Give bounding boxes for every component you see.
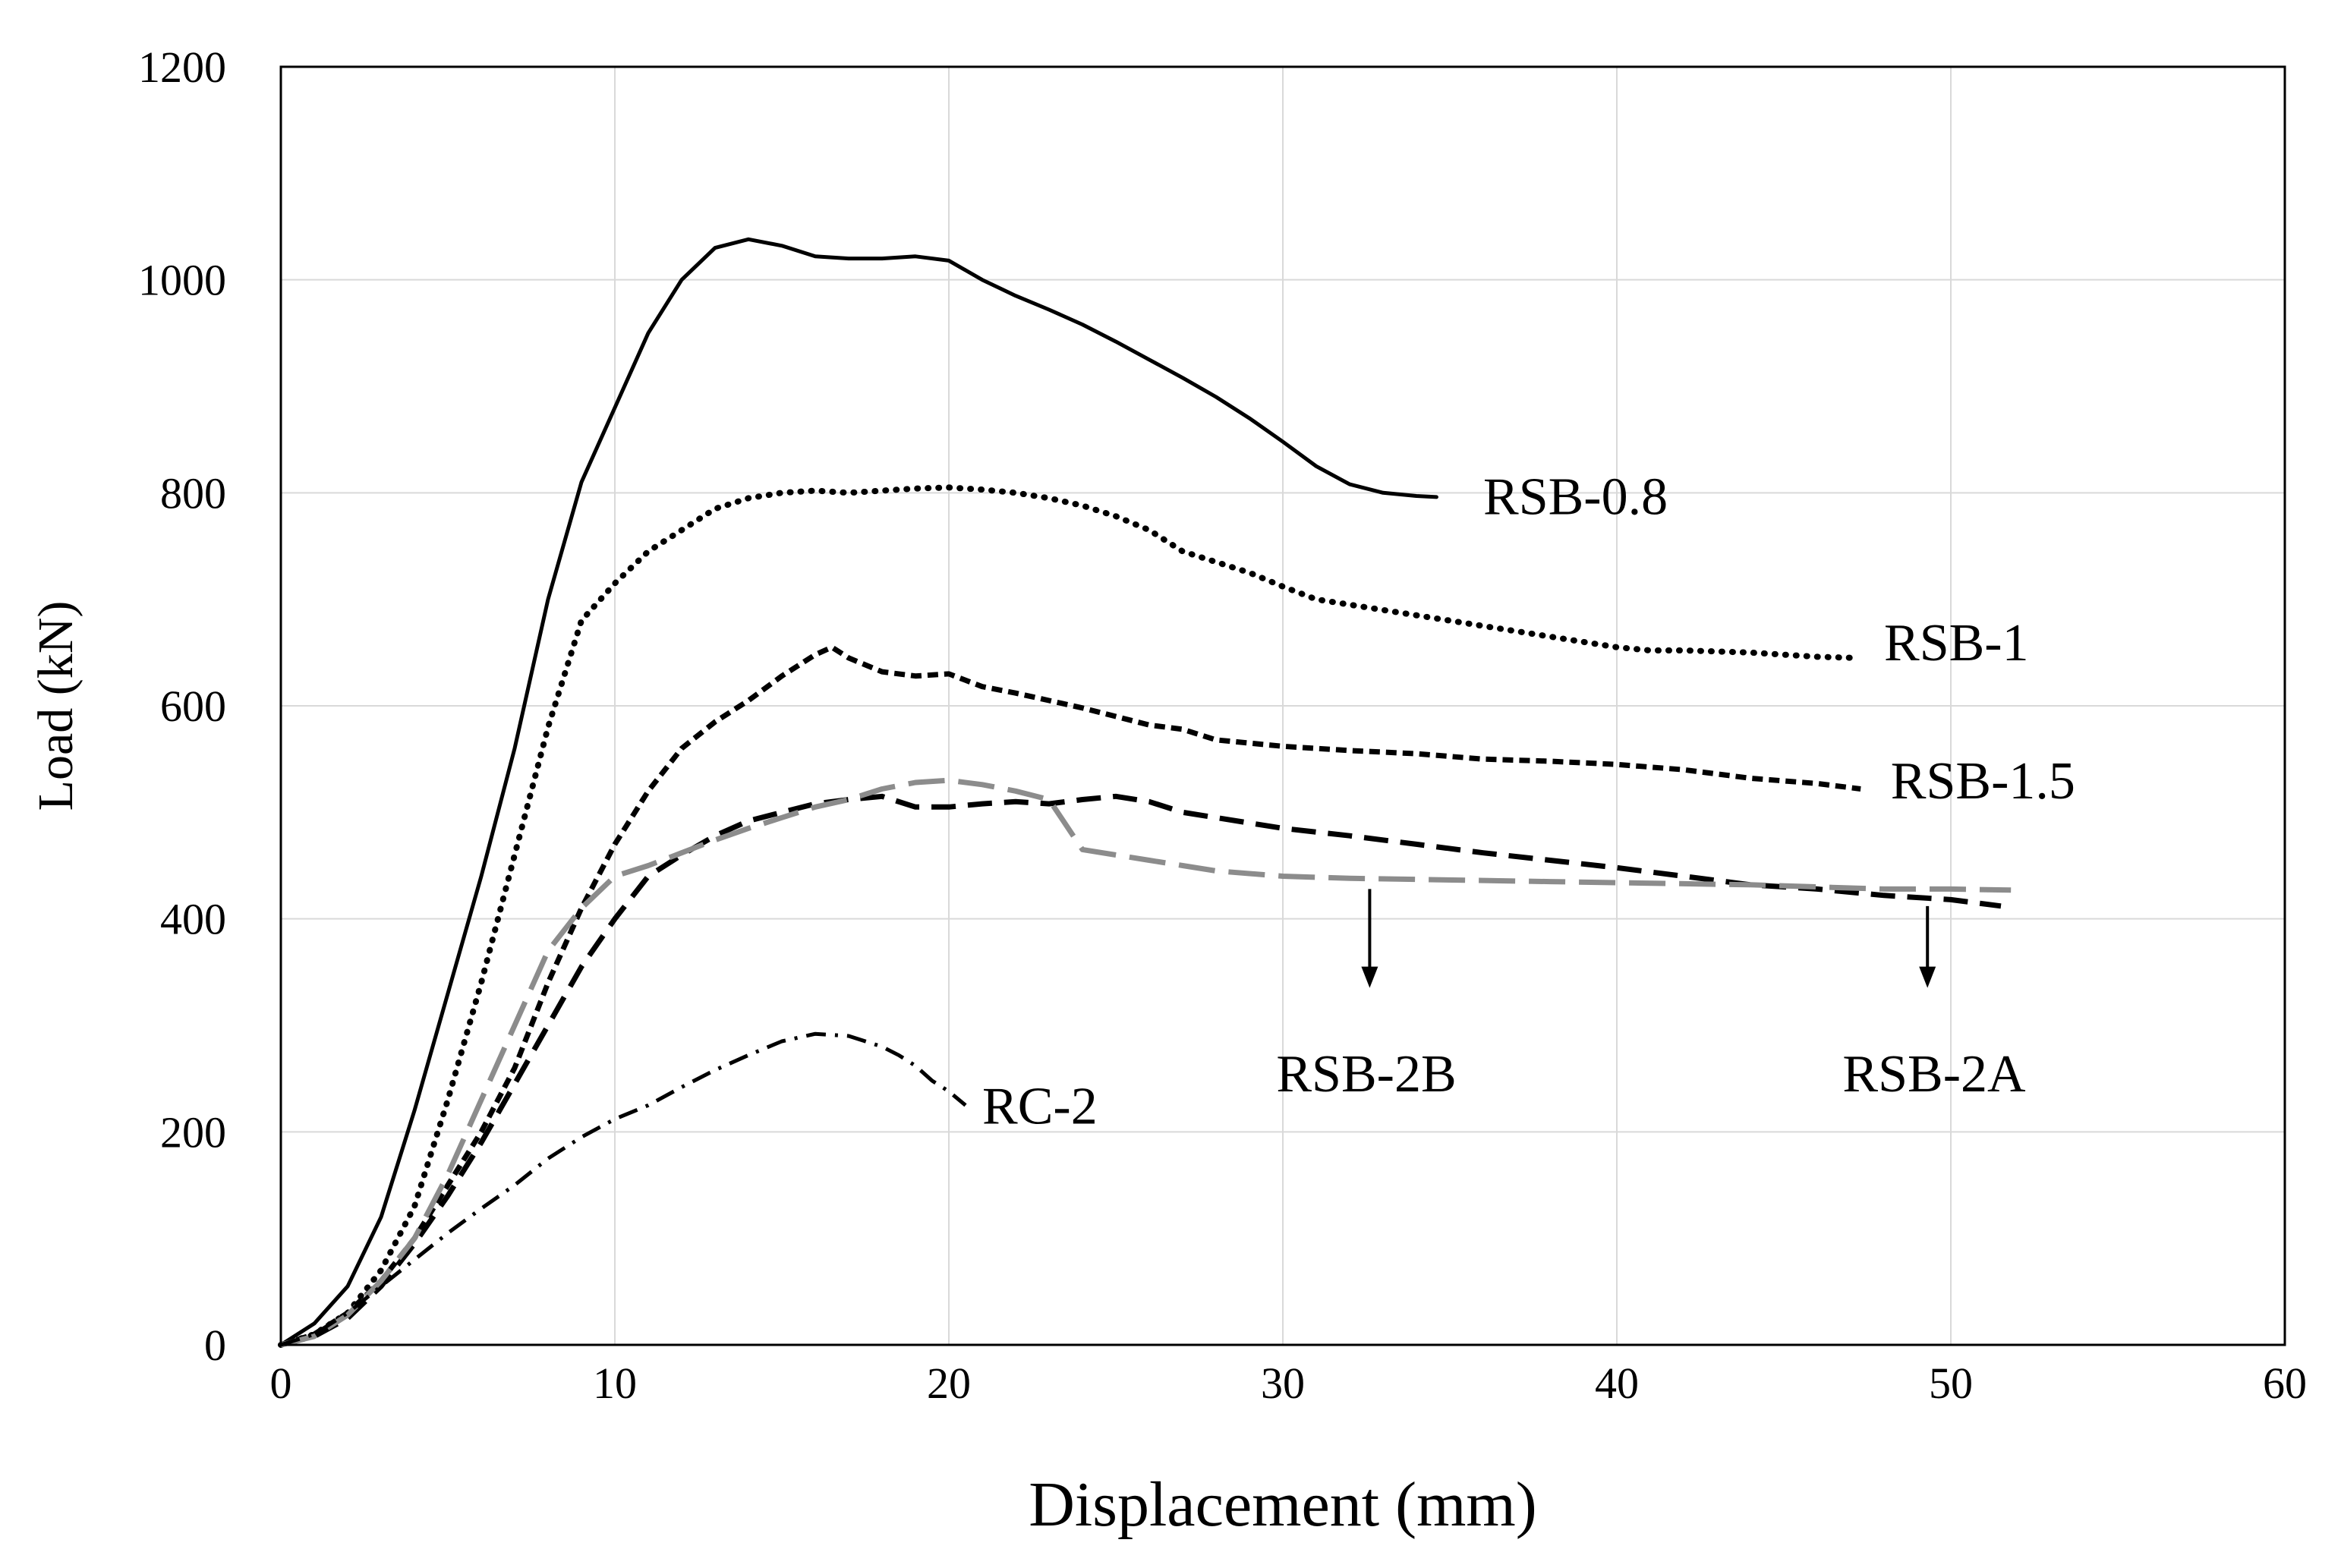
series-label-rsb-2a: RSB-2A (1842, 1045, 2026, 1104)
series-label-rsb-1: RSB-1 (1884, 614, 2029, 672)
x-tick-label: 40 (1595, 1359, 1639, 1408)
x-tick-label: 10 (593, 1359, 637, 1408)
y-tick-label: 600 (160, 682, 226, 731)
x-axis-title: Displacement (mm) (1029, 1469, 1536, 1540)
x-tick-label: 30 (1261, 1359, 1305, 1408)
y-tick-label: 0 (204, 1321, 226, 1370)
plot-area-border (279, 65, 2286, 1346)
series-annotations: RSB-0.8 RSB-1 RSB-1.5 RSB-2B RSB-2A RC-2 (982, 468, 2075, 1136)
series-line-rc-2 (280, 1031, 967, 1347)
x-tick-label: 60 (2263, 1359, 2307, 1408)
series-label-rsb-1-5: RSB-1.5 (1891, 752, 2075, 811)
series-line-rsb-2b (280, 777, 2012, 1348)
arrow-head-rsb-2b (1361, 966, 1378, 988)
x-tick-label: 0 (270, 1359, 292, 1408)
series-line-rsb-2a (280, 793, 2002, 1348)
series-label-rsb-0-8: RSB-0.8 (1483, 468, 1668, 527)
series-label-rc-2: RC-2 (982, 1077, 1098, 1135)
series-line-rsb-1-5 (279, 644, 1861, 1348)
gridlines (281, 67, 2285, 1345)
x-tick-label: 50 (1929, 1359, 1973, 1408)
y-tick-label: 200 (160, 1107, 226, 1157)
arrow-head-rsb-2a (1919, 966, 1936, 988)
y-axis-title: Load (kN) (28, 601, 83, 811)
y-tick-label: 800 (160, 468, 226, 518)
y-tick-label: 400 (160, 895, 226, 944)
x-tick-label: 20 (927, 1359, 971, 1408)
series-label-rsb-2b: RSB-2B (1276, 1045, 1456, 1104)
y-tick-label: 1000 (138, 256, 226, 305)
y-tick-label: 1200 (138, 43, 226, 92)
series-line-rsb-0-8 (279, 237, 1438, 1347)
series-line-rsb-1 (278, 484, 1861, 1348)
series-lines (278, 237, 2012, 1348)
